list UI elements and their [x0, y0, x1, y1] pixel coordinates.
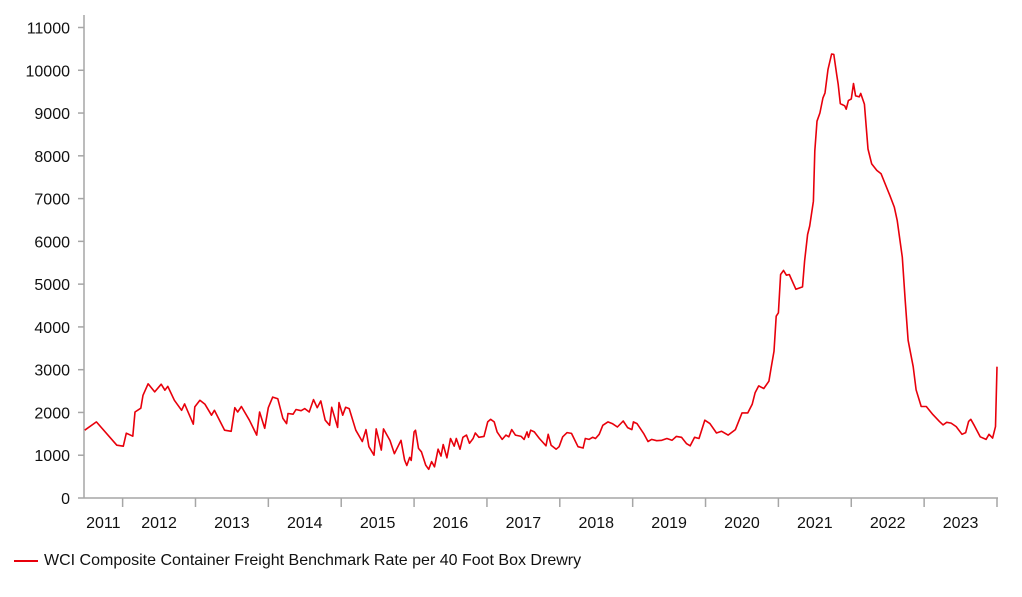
y-tick-label: 1000 — [34, 448, 70, 465]
y-tick-label: 4000 — [34, 320, 70, 337]
x-tick-label: 2011 — [86, 515, 121, 532]
x-tick-label: 2014 — [287, 515, 323, 532]
line-chart: 0 1000 2000 3000 4000 5000 6000 7000 8000 9000 100… — [26, 15, 998, 532]
y-tick-label: 7000 — [34, 192, 70, 209]
series-line-wci — [84, 53, 998, 471]
x-tick-label: 2015 — [360, 515, 396, 532]
x-tick-label: 2016 — [433, 515, 469, 532]
y-tick-label: 11000 — [27, 21, 70, 38]
y-tick-label: 0 — [61, 491, 70, 508]
x-tick-label: 2020 — [724, 515, 760, 532]
legend-label: WCI Composite Container Freight Benchmar… — [44, 552, 582, 569]
x-tick-label: 2013 — [214, 515, 250, 532]
x-tick-label: 2019 — [651, 515, 687, 532]
x-tick-label: 2012 — [141, 515, 177, 532]
x-tick-label: 2022 — [870, 515, 906, 532]
x-tick-label: 2021 — [797, 515, 833, 532]
legend-line-swatch — [14, 560, 38, 562]
y-tick-label: 9000 — [34, 106, 70, 123]
legend: WCI Composite Container Freight Benchmar… — [14, 552, 581, 570]
y-tick-label: 2000 — [34, 405, 70, 422]
y-tick-label: 3000 — [34, 363, 70, 380]
x-tick-label: 2017 — [506, 515, 542, 532]
y-tick-label: 8000 — [34, 149, 70, 166]
y-tick-label: 6000 — [34, 234, 70, 251]
y-tick-label: 5000 — [34, 277, 70, 294]
x-tick-label: 2018 — [578, 515, 614, 532]
x-tick-label: 2023 — [943, 515, 979, 532]
y-tick-label: 10000 — [26, 63, 71, 80]
